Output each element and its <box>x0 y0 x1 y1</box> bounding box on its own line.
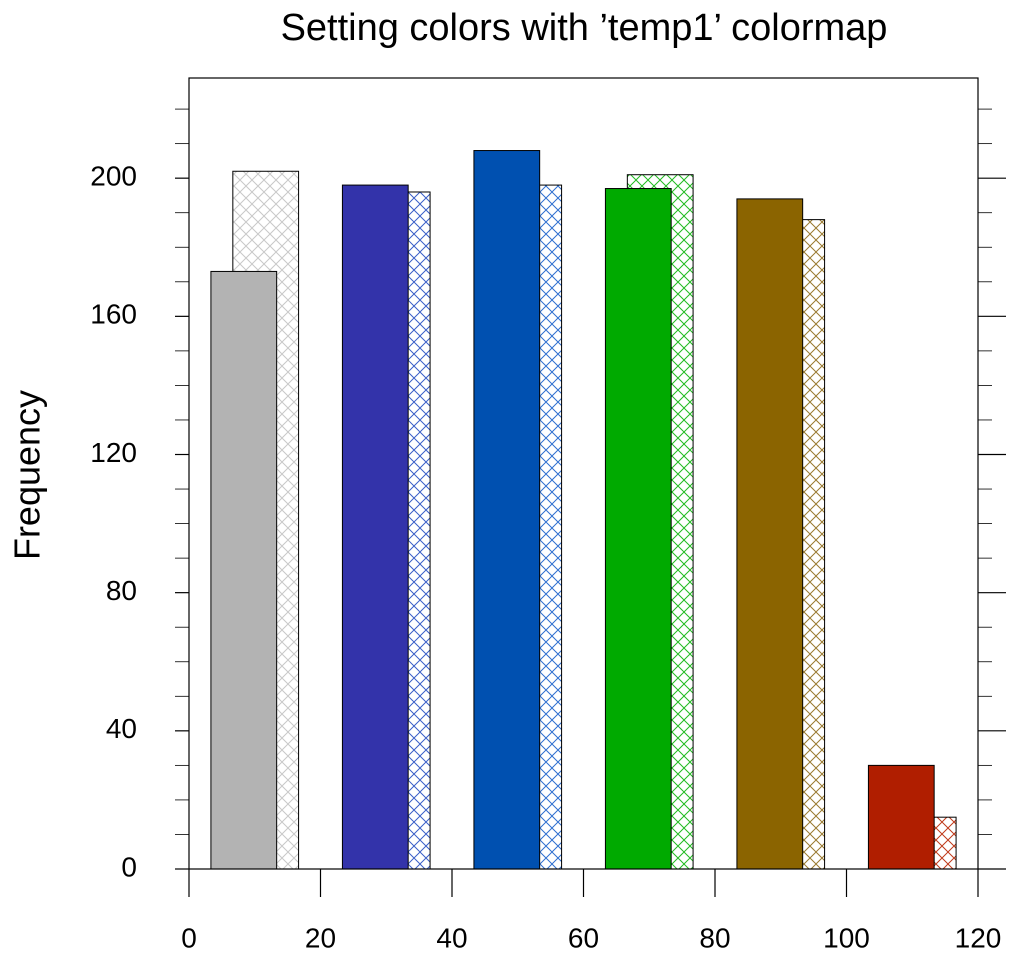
y-tick-label: 160 <box>90 299 137 330</box>
bar <box>867 764 935 870</box>
bar <box>341 184 409 870</box>
y-tick-label: 200 <box>90 161 137 192</box>
x-tick-label: 20 <box>305 922 336 953</box>
bar <box>210 270 278 870</box>
bar <box>604 188 672 870</box>
y-tick-label: 40 <box>106 713 137 744</box>
x-tick-label: 0 <box>181 922 197 953</box>
chart-title: Setting colors with ’temp1’ colormap <box>281 7 888 49</box>
bar <box>736 198 804 870</box>
bar <box>473 150 541 870</box>
y-tick-label: 0 <box>121 851 137 882</box>
x-tick-label: 100 <box>823 922 870 953</box>
plot-frame <box>188 77 979 870</box>
y-tick-label: 120 <box>90 437 137 468</box>
x-tick-label: 120 <box>955 922 1002 953</box>
x-tick-label: 40 <box>436 922 467 953</box>
y-tick-label: 80 <box>106 575 137 606</box>
y-axis-label: Frequency <box>7 390 48 560</box>
x-tick-label: 80 <box>699 922 730 953</box>
x-tick-label: 60 <box>568 922 599 953</box>
